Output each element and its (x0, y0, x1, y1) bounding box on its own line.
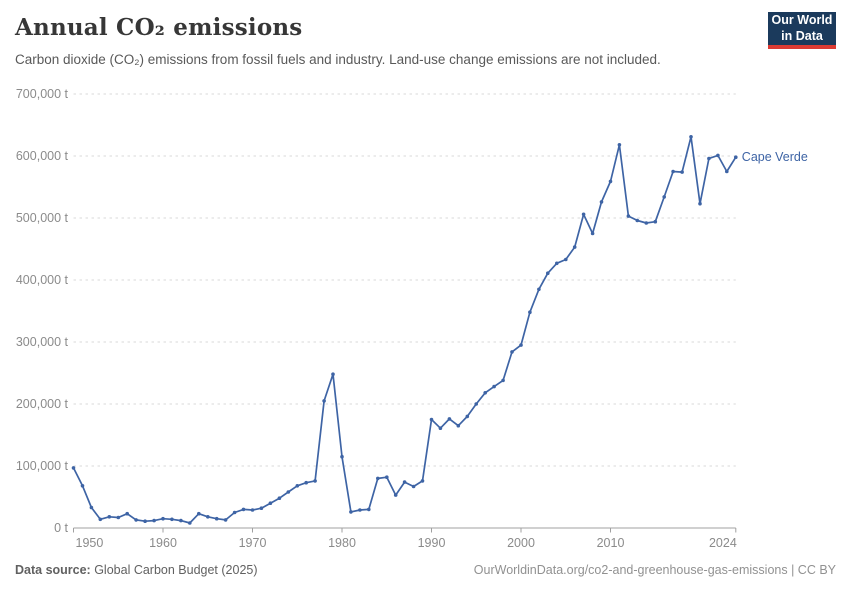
entity-label[interactable]: Cape Verde (742, 150, 808, 164)
data-point-markers (71, 135, 738, 525)
data-series-line[interactable] (72, 135, 737, 524)
x-tick-label: 2000 (507, 536, 535, 550)
y-tick-label: 100,000 t (16, 459, 69, 473)
y-tick-label: 300,000 t (16, 335, 69, 349)
x-tick-label: 2010 (597, 536, 625, 550)
owid-url-link[interactable]: OurWorldinData.org/co2-and-greenhouse-ga… (473, 563, 836, 577)
data-source: Data source: Global Carbon Budget (2025) (15, 563, 258, 577)
y-tick-label: 400,000 t (16, 273, 69, 287)
x-tick-label: 1990 (418, 536, 446, 550)
x-tick-label: 1950 (76, 536, 104, 550)
x-tick-label: 1970 (239, 536, 267, 550)
y-tick-label: 0 t (54, 521, 68, 535)
y-tick-label: 600,000 t (16, 149, 69, 163)
data-source-label: Data source: (15, 563, 91, 577)
data-source-text: Global Carbon Budget (2025) (90, 563, 258, 577)
chart-subtitle: Carbon dioxide (CO₂) emissions from foss… (15, 52, 661, 67)
chart-footer: Data source: Global Carbon Budget (2025)… (15, 563, 836, 577)
x-tick-label: 2024 (709, 536, 737, 550)
chart-title: Annual CO₂ emissions (15, 14, 303, 41)
y-tick-label: 700,000 t (16, 87, 69, 101)
owid-logo[interactable]: Our World in Data (768, 12, 836, 49)
owid-logo-text: Our World in Data (771, 13, 833, 43)
x-tick-label: 1960 (149, 536, 177, 550)
x-tick-label: 1980 (328, 536, 356, 550)
y-tick-label: 500,000 t (16, 211, 69, 225)
y-tick-label: 200,000 t (16, 397, 69, 411)
